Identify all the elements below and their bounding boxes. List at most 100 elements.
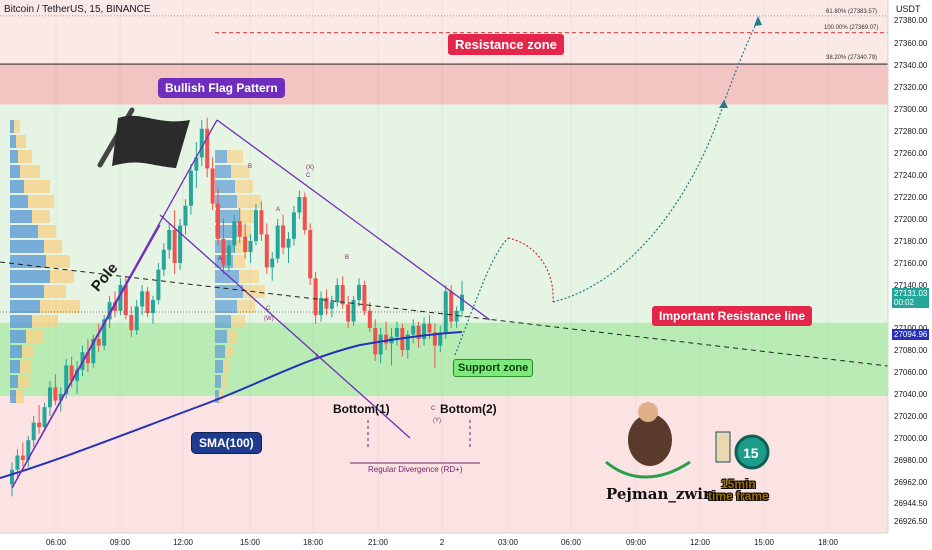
volume-profile-bar	[10, 165, 20, 178]
volume-profile-bar	[50, 270, 74, 283]
wave-label: A	[218, 256, 222, 262]
timeframe-line-1: 15min	[721, 477, 756, 491]
candle-body	[37, 422, 42, 427]
volume-profile-bar	[10, 120, 14, 133]
candle-body	[26, 440, 31, 460]
y-tick-label: 27100.00	[894, 324, 928, 333]
candle-body	[308, 230, 313, 279]
volume-profile-bar	[215, 165, 231, 178]
candle-body	[10, 469, 14, 485]
candle-body	[31, 422, 36, 441]
y-tick-label: 27340.00	[894, 61, 928, 70]
x-tick-label: 06:00	[46, 538, 67, 547]
wave-label: B	[248, 164, 252, 170]
y-tick-label: 27000.00	[894, 434, 928, 443]
y-tick-label: 27300.00	[894, 105, 928, 114]
volume-profile-bar	[40, 300, 80, 313]
chart-title: Bitcoin / TetherUS, 15, BINANCE	[4, 4, 151, 15]
volume-profile-bar	[10, 195, 28, 208]
volume-profile-bar	[24, 180, 50, 193]
volume-profile-bar	[10, 300, 40, 313]
y-tick-label: 26962.00	[894, 478, 928, 487]
candle-body	[123, 285, 128, 316]
volume-profile-bar	[38, 225, 56, 238]
volume-profile-bar	[215, 375, 221, 388]
volume-profile-bar	[225, 345, 233, 358]
x-tick-label: 2	[440, 538, 445, 547]
volume-profile-bar	[227, 150, 243, 163]
timeframe-badge: 15min time frame	[708, 478, 769, 502]
candle-body	[113, 302, 118, 311]
candle-body	[427, 323, 432, 333]
y-tick-label: 27180.00	[894, 237, 928, 246]
volume-profile-bar	[10, 270, 50, 283]
candle-body	[188, 170, 193, 206]
volume-profile-bar	[231, 165, 249, 178]
candle-body	[335, 285, 340, 303]
volume-profile-bar	[239, 270, 259, 283]
candle-body	[340, 285, 345, 305]
candle-body	[140, 291, 145, 307]
candle-body	[58, 394, 63, 401]
wave-label: A	[315, 354, 319, 360]
mascot-head-icon	[638, 402, 658, 422]
candle-body	[47, 387, 52, 408]
y-tick-label: 27240.00	[894, 171, 928, 180]
candle-body	[367, 310, 372, 328]
volume-profile-bar	[32, 315, 58, 328]
x-tick-label: 12:00	[173, 538, 194, 547]
x-tick-label: 09:00	[110, 538, 131, 547]
x-tick-label: 15:00	[754, 538, 775, 547]
volume-profile-bar	[18, 150, 32, 163]
candle-body	[356, 285, 361, 301]
last-price-value: 27131.03	[894, 289, 928, 298]
volume-profile-bar	[219, 390, 223, 403]
candle-body	[253, 210, 258, 241]
bullish-flag-label: Bullish Flag Pattern	[158, 78, 285, 98]
important-resistance-label: Important Resistance line	[652, 306, 813, 326]
volume-profile-bar	[20, 165, 40, 178]
volume-profile-bar	[215, 315, 231, 328]
volume-profile-bar	[22, 345, 34, 358]
candle-body	[346, 304, 351, 322]
flag-cloth-icon	[112, 115, 190, 168]
candle-body	[394, 328, 399, 337]
volume-profile-bar	[221, 375, 227, 388]
y-tick-label: 27040.00	[894, 390, 928, 399]
candle-body	[172, 230, 177, 263]
volume-profile-bar	[215, 360, 223, 373]
candle-body	[411, 325, 416, 335]
volume-profile-bar	[233, 255, 245, 268]
candle-body	[64, 365, 69, 394]
wave-label: A	[276, 207, 280, 213]
candle-body	[351, 300, 356, 322]
volume-profile-bar	[16, 135, 26, 148]
candle-body	[384, 334, 389, 344]
candle-body	[118, 285, 123, 311]
support-zone-label: Support zone	[453, 359, 534, 377]
volume-profile-bar	[215, 345, 225, 358]
fib-100-label: 100.00% (27369.07)	[824, 25, 879, 31]
top-band	[0, 0, 888, 63]
currency-label: USDT	[896, 4, 921, 14]
candle-body	[432, 332, 437, 346]
y-tick-label: 26944.50	[894, 499, 928, 508]
candle-body	[91, 339, 96, 364]
price-axis	[888, 0, 932, 550]
candle-body	[302, 197, 307, 230]
candle-body	[107, 302, 112, 320]
candle-body	[237, 221, 242, 237]
y-tick-label: 26926.50	[894, 517, 928, 526]
candle-body	[378, 334, 383, 355]
x-tick-label: 06:00	[561, 538, 582, 547]
candle-body	[183, 205, 188, 226]
volume-profile-bar	[10, 345, 22, 358]
volume-profile-bar	[14, 120, 20, 133]
projection-path-2	[507, 237, 554, 303]
projection-path-4	[723, 16, 761, 103]
y-tick-label: 27320.00	[894, 83, 928, 92]
sma-line	[0, 331, 463, 479]
time-axis	[0, 533, 932, 550]
